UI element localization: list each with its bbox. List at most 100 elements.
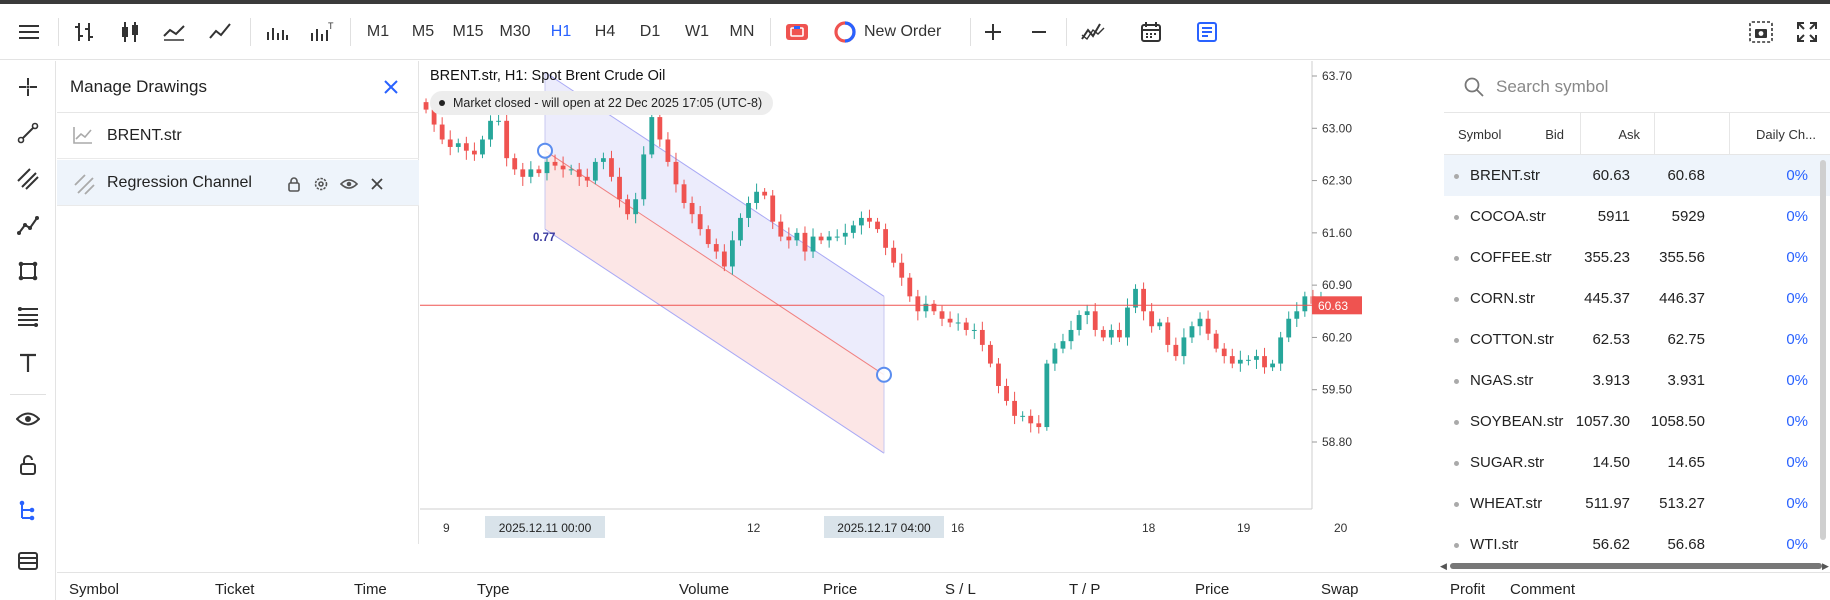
col-current-price[interactable]: Price — [1195, 581, 1230, 598]
drawing-item-symbol[interactable]: BRENT.str — [57, 113, 419, 159]
watchlist-row[interactable]: WHEAT.str 511.97 513.27 0% — [1444, 483, 1830, 524]
toolbox-icon[interactable] — [0, 541, 56, 581]
trend-line-icon[interactable] — [0, 113, 56, 153]
col-price[interactable]: Price — [823, 581, 858, 598]
zoom-out-icon[interactable] — [1022, 4, 1056, 60]
lock-icon[interactable] — [283, 173, 305, 195]
settings-gear-icon[interactable] — [310, 173, 332, 195]
market-status-badge: Market closed - will open at 22 Dec 2025… — [430, 91, 774, 115]
price-chart[interactable]: 0.77 63.70 63.00 62.30 61.60 60.90 60.20 59.50… — [420, 61, 1394, 544]
channel-lower-line[interactable] — [544, 228, 885, 454]
templates-icon[interactable] — [1190, 4, 1224, 60]
channel-tool-icon[interactable] — [0, 159, 56, 199]
visibility-eye-icon[interactable] — [338, 173, 360, 195]
calendar-icon[interactable] — [1134, 4, 1168, 60]
column-bid[interactable]: Bid — [1545, 127, 1564, 142]
column-daily-change[interactable]: Daily Ch... — [1756, 127, 1816, 142]
search-input[interactable] — [1496, 73, 1796, 101]
candle-body — [1012, 400, 1017, 416]
one-click-trading-icon[interactable] — [780, 4, 814, 60]
timeframe-m15[interactable]: M15 — [452, 23, 484, 40]
col-volume[interactable]: Volume — [679, 581, 730, 598]
col-symbol[interactable]: Symbol — [69, 581, 120, 598]
candle-body — [1237, 359, 1243, 364]
regression-channel-upper-band[interactable] — [545, 72, 884, 375]
scroll-right-icon[interactable]: ▶ — [1822, 561, 1829, 571]
rectangle-icon[interactable] — [0, 251, 56, 291]
channel-center-line[interactable] — [544, 150, 885, 376]
lock-drawings-icon[interactable] — [0, 445, 56, 485]
col-swap[interactable]: Swap — [1321, 581, 1359, 598]
timeframe-h4[interactable]: H4 — [594, 23, 616, 40]
watchlist-row[interactable]: NGAS.str 3.913 3.931 0% — [1444, 360, 1830, 401]
column-ask[interactable]: Ask — [1618, 127, 1640, 142]
drawing-toolbar — [0, 61, 56, 600]
col-stop-loss[interactable]: S / L — [945, 581, 976, 598]
volumes-icon[interactable] — [260, 4, 294, 60]
watchlist-row[interactable]: COCOA.str 5911 5929 0% — [1444, 196, 1830, 237]
time-tick-label: 9 — [443, 521, 450, 535]
fibonacci-icon[interactable] — [0, 297, 56, 337]
area-chart-type-icon[interactable] — [157, 4, 191, 60]
row-bullet — [1454, 256, 1459, 261]
column-divider[interactable] — [1729, 113, 1730, 155]
col-take-profit[interactable]: T / P — [1069, 581, 1101, 598]
menu-icon[interactable] — [12, 4, 46, 60]
candle-body — [1052, 348, 1058, 364]
crosshair-icon[interactable] — [0, 67, 56, 107]
screenshot-icon[interactable] — [1744, 4, 1778, 60]
show-hide-drawings-icon[interactable] — [0, 399, 56, 439]
timeframe-m5[interactable]: M5 — [411, 23, 435, 40]
row-bullet — [1454, 502, 1459, 507]
drawing-item-regression-channel[interactable]: Regression Channel — [57, 160, 419, 206]
timeframe-m30[interactable]: M30 — [499, 23, 531, 40]
watchlist-row[interactable]: WTI.str 56.62 56.68 0% — [1444, 524, 1830, 565]
indicators-icon[interactable] — [1076, 4, 1110, 60]
timeframe-w1[interactable]: W1 — [685, 23, 709, 40]
candle-body — [528, 169, 534, 177]
col-profit[interactable]: Profit — [1450, 581, 1486, 598]
timeframe-d1[interactable]: D1 — [639, 23, 661, 40]
tick-volumes-icon[interactable]: T — [305, 4, 339, 60]
chart-canvas[interactable]: 0.77 63.70 63.00 62.30 61.60 60.90 60.20 59.50… — [420, 61, 1394, 544]
watchlist-horizontal-scrollbar[interactable] — [1450, 563, 1822, 569]
channel-anchor-handle[interactable] — [537, 142, 553, 159]
fullscreen-icon[interactable] — [1790, 4, 1824, 60]
col-time[interactable]: Time — [354, 581, 387, 598]
channel-anchor-handle[interactable] — [876, 366, 892, 383]
watchlist-row[interactable]: CORN.str 445.37 446.37 0% — [1444, 278, 1830, 319]
col-type[interactable]: Type — [477, 581, 510, 598]
watchlist-row[interactable]: BRENT.str 60.63 60.68 0% — [1444, 155, 1830, 196]
regression-channel-lower-band[interactable] — [545, 150, 884, 454]
timeframe-m1[interactable]: M1 — [366, 23, 390, 40]
candle-body — [447, 139, 453, 147]
watchlist-row[interactable]: COTTON.str 62.53 62.75 0% — [1444, 319, 1830, 360]
candlestick-chart-type-icon[interactable] — [113, 4, 147, 60]
watchlist-row[interactable]: COFFEE.str 355.23 355.56 0% — [1444, 237, 1830, 278]
candle-body — [1044, 363, 1050, 428]
col-comment[interactable]: Comment — [1510, 581, 1576, 598]
candle-body — [520, 169, 526, 177]
new-order-icon[interactable] — [832, 4, 858, 60]
column-divider[interactable] — [1580, 113, 1581, 155]
watchlist-row[interactable]: SUGAR.str 14.50 14.65 0% — [1444, 442, 1830, 483]
candle-body — [697, 214, 703, 230]
text-tool-icon[interactable] — [0, 343, 56, 383]
column-symbol[interactable]: Symbol — [1458, 127, 1502, 142]
delete-drawing-icon[interactable] — [366, 173, 388, 195]
watchlist-row[interactable]: SOYBEAN.str 1057.30 1058.50 0% — [1444, 401, 1830, 442]
new-order-button[interactable]: New Order — [864, 23, 942, 40]
close-panel-icon[interactable] — [379, 75, 403, 99]
col-ticket[interactable]: Ticket — [215, 581, 255, 598]
polyline-icon[interactable] — [0, 205, 56, 245]
line-chart-type-icon[interactable] — [203, 4, 237, 60]
object-tree-icon[interactable] — [0, 491, 56, 531]
scroll-left-icon[interactable]: ◀ — [1440, 561, 1447, 571]
timeframe-h1[interactable]: H1 — [550, 23, 572, 40]
column-divider[interactable] — [1654, 113, 1655, 155]
market-status-text: Market closed - will open at 22 Dec 2025… — [453, 96, 763, 110]
bar-chart-type-icon[interactable] — [68, 4, 102, 60]
watchlist-vertical-scrollbar[interactable] — [1820, 160, 1826, 540]
timeframe-mn[interactable]: MN — [729, 23, 755, 40]
zoom-in-icon[interactable] — [976, 4, 1010, 60]
